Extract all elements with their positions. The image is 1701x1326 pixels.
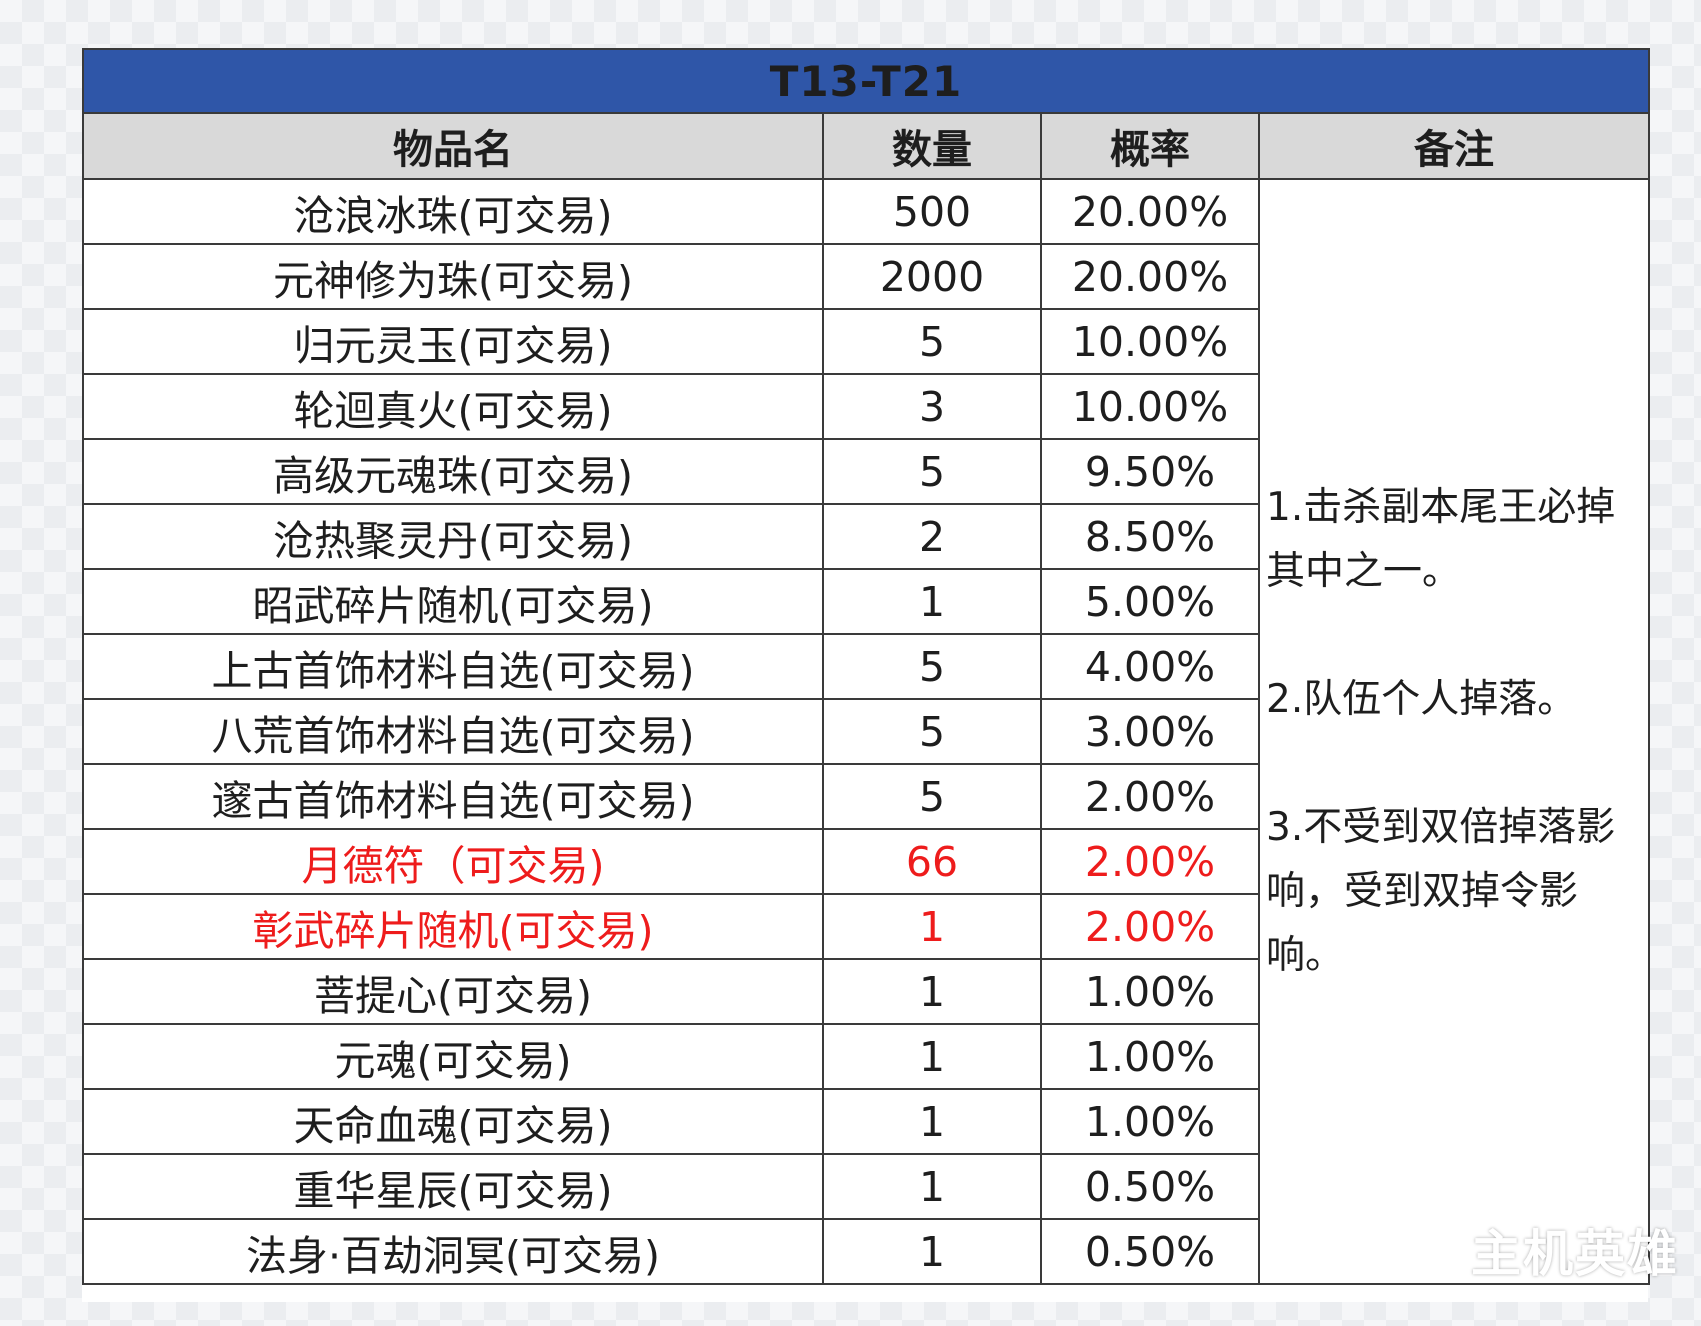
item-name-cell: 上古首饰材料自选(可交易): [82, 633, 824, 700]
header-item-name: 物品名: [82, 112, 824, 180]
quantity-cell: 1: [822, 1218, 1042, 1285]
probability-cell: 2.00%: [1040, 893, 1260, 960]
quantity-cell: 1: [822, 1023, 1042, 1090]
probability-cell: 1.00%: [1040, 1088, 1260, 1155]
probability-cell: 20.00%: [1040, 243, 1260, 310]
quantity-cell: 5: [822, 763, 1042, 830]
quantity-cell: 2000: [822, 243, 1042, 310]
item-name-cell: 邃古首饰材料自选(可交易): [82, 763, 824, 830]
table-row: 邃古首饰材料自选(可交易) 5 2.00%: [82, 763, 1649, 830]
quantity-cell: 5: [822, 633, 1042, 700]
probability-cell: 10.00%: [1040, 373, 1260, 440]
header-probability: 概率: [1040, 112, 1260, 180]
header-notes: 备注: [1257, 112, 1651, 180]
table-body: 沧浪冰珠(可交易) 500 20.00% 1.击杀副本尾王必掉其中之一。 2.队伍个人掉…: [82, 178, 1651, 1285]
note-paragraph: 3.不受到双倍掉落影响，受到双掉令影响。: [1266, 804, 1616, 978]
item-name-cell: 重华星辰(可交易): [82, 1153, 824, 1220]
quantity-cell: 1: [822, 1153, 1042, 1220]
item-name-cell: 菩提心(可交易): [82, 958, 824, 1025]
quantity-cell: 1: [822, 958, 1042, 1025]
item-name-cell: 昭武碎片随机(可交易): [82, 568, 824, 635]
table-row: 元神修为珠(可交易) 2000 20.00%: [82, 243, 1649, 310]
table-row: 归元灵玉(可交易) 5 10.00%: [82, 308, 1649, 375]
quantity-cell: 1: [822, 568, 1042, 635]
table-row: 菩提心(可交易) 1 1.00%: [82, 958, 1649, 1025]
table-row: 法身·百劫洞冥(可交易) 1 0.50%: [82, 1218, 1649, 1285]
table-row: 重华星辰(可交易) 1 0.50%: [82, 1153, 1649, 1220]
note-paragraph: 1.击杀副本尾王必掉其中之一。: [1266, 484, 1616, 594]
quantity-cell: 5: [822, 438, 1042, 505]
probability-cell: 2.00%: [1040, 763, 1260, 830]
item-name-cell: 天命血魂(可交易): [82, 1088, 824, 1155]
table-row: 八荒首饰材料自选(可交易) 5 3.00%: [82, 698, 1649, 765]
quantity-cell: 66: [822, 828, 1042, 895]
table-row: 彰武碎片随机(可交易) 1 2.00%: [82, 893, 1649, 960]
item-name-cell: 高级元魂珠(可交易): [82, 438, 824, 505]
quantity-cell: 5: [822, 308, 1042, 375]
item-name-cell: 八荒首饰材料自选(可交易): [82, 698, 824, 765]
probability-cell: 1.00%: [1040, 1023, 1260, 1090]
table-row: 元魂(可交易) 1 1.00%: [82, 1023, 1649, 1090]
table-row: 高级元魂珠(可交易) 5 9.50%: [82, 438, 1649, 505]
item-name-cell: 月德符（可交易): [82, 828, 824, 895]
probability-cell: 2.00%: [1040, 828, 1260, 895]
item-name-cell: 法身·百劫洞冥(可交易): [82, 1218, 824, 1285]
probability-cell: 20.00%: [1040, 178, 1260, 245]
notes-cell: 1.击杀副本尾王必掉其中之一。 2.队伍个人掉落。 3.不受到双倍掉落影响，受到双掉…: [1257, 178, 1651, 1285]
item-name-cell: 元魂(可交易): [82, 1023, 824, 1090]
drop-rate-table: T13-T21 物品名 数量 概率 备注 沧浪冰珠(可交易) 500 20.00% 1…: [81, 48, 1651, 1285]
quantity-cell: 3: [822, 373, 1042, 440]
quantity-cell: 1: [822, 893, 1042, 960]
item-name-cell: 彰武碎片随机(可交易): [82, 893, 824, 960]
probability-cell: 8.50%: [1040, 503, 1260, 570]
table-row: 昭武碎片随机(可交易) 1 5.00%: [82, 568, 1649, 635]
quantity-cell: 5: [822, 698, 1042, 765]
probability-cell: 4.00%: [1040, 633, 1260, 700]
table-row: 沧热聚灵丹(可交易) 2 8.50%: [82, 503, 1649, 570]
probability-cell: 1.00%: [1040, 958, 1260, 1025]
table-row: 月德符（可交易) 66 2.00%: [82, 828, 1649, 895]
item-name-cell: 元神修为珠(可交易): [82, 243, 824, 310]
header-quantity: 数量: [822, 112, 1042, 180]
table-row: 上古首饰材料自选(可交易) 5 4.00%: [82, 633, 1649, 700]
probability-cell: 5.00%: [1040, 568, 1260, 635]
note-paragraph: 2.队伍个人掉落。: [1266, 676, 1577, 722]
item-name-cell: 轮迴真火(可交易): [82, 373, 824, 440]
drop-rate-sheet: T13-T21 物品名 数量 概率 备注 沧浪冰珠(可交易) 500 20.00% 1…: [81, 48, 1651, 1302]
item-name-cell: 沧热聚灵丹(可交易): [82, 503, 824, 570]
probability-cell: 3.00%: [1040, 698, 1260, 765]
quantity-cell: 2: [822, 503, 1042, 570]
table-row: 天命血魂(可交易) 1 1.00%: [82, 1088, 1649, 1155]
item-name-cell: 沧浪冰珠(可交易): [82, 178, 824, 245]
table-row: 轮迴真火(可交易) 3 10.00%: [82, 373, 1649, 440]
probability-cell: 0.50%: [1040, 1218, 1260, 1285]
table-row: 沧浪冰珠(可交易) 500 20.00% 1.击杀副本尾王必掉其中之一。 2.队伍个人掉…: [82, 178, 1651, 1285]
quantity-cell: 1: [822, 1088, 1042, 1155]
probability-cell: 9.50%: [1040, 438, 1260, 505]
table-title-row: T13-T21: [81, 48, 1651, 114]
probability-cell: 0.50%: [1040, 1153, 1260, 1220]
probability-cell: 10.00%: [1040, 308, 1260, 375]
table-title: T13-T21: [81, 48, 1651, 114]
item-name-cell: 归元灵玉(可交易): [82, 308, 824, 375]
watermark: 主机英雄: [1471, 1225, 1679, 1283]
table-header-row: 物品名 数量 概率 备注: [82, 112, 1651, 180]
quantity-cell: 500: [822, 178, 1042, 245]
